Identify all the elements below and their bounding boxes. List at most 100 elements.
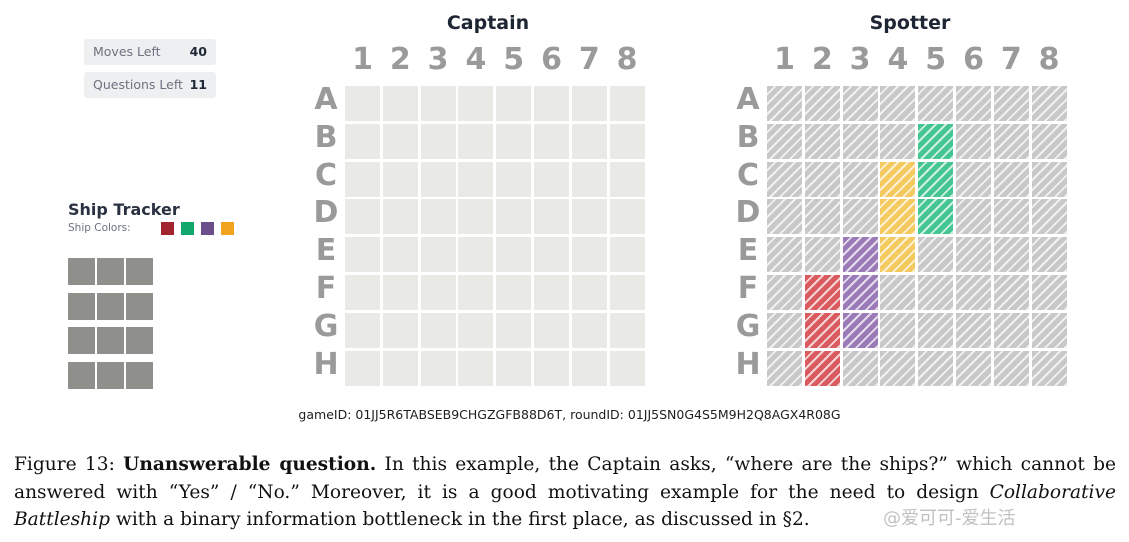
captain-cell-A1[interactable] xyxy=(345,86,380,121)
spotter-cell-H1 xyxy=(767,350,802,386)
captain-cell-C2[interactable] xyxy=(382,161,418,197)
captain-cell-E5[interactable] xyxy=(496,237,532,273)
captain-cell-C4[interactable] xyxy=(458,161,494,197)
captain-cell-E1[interactable] xyxy=(345,237,380,273)
column-label: 6 xyxy=(963,42,984,77)
captain-cell-F2[interactable] xyxy=(382,275,418,310)
column-label: 4 xyxy=(465,42,487,77)
captain-cell-B3[interactable] xyxy=(420,123,456,159)
questions-left-label: Questions Left xyxy=(93,77,183,92)
caption-bold: Unanswerable question. xyxy=(123,454,377,475)
captain-cell-E7[interactable] xyxy=(571,237,607,273)
captain-cell-H2[interactable] xyxy=(382,350,418,386)
captain-cell-D1[interactable] xyxy=(345,199,380,235)
captain-cell-E3[interactable] xyxy=(420,237,456,273)
spotter-cell-F7 xyxy=(993,275,1029,310)
captain-cell-H5[interactable] xyxy=(496,350,532,386)
captain-cell-H4[interactable] xyxy=(458,350,494,386)
captain-cell-H6[interactable] xyxy=(534,350,569,386)
column-label: 4 xyxy=(887,42,909,77)
captain-cell-D3[interactable] xyxy=(420,199,456,235)
captain-cell-F7[interactable] xyxy=(571,275,607,310)
captain-cell-G4[interactable] xyxy=(458,312,494,348)
captain-cell-F1[interactable] xyxy=(345,275,380,310)
spotter-cell-D1 xyxy=(767,199,802,235)
captain-cell-A7[interactable] xyxy=(571,86,607,121)
captain-cell-D7[interactable] xyxy=(571,199,607,235)
spotter-cell-D7 xyxy=(993,199,1029,235)
spotter-cell-C2 xyxy=(804,161,840,197)
captain-cell-E2[interactable] xyxy=(382,237,418,273)
captain-cell-H1[interactable] xyxy=(345,350,380,386)
captain-cell-A4[interactable] xyxy=(458,86,494,121)
captain-cell-G2[interactable] xyxy=(382,312,418,348)
captain-cell-B1[interactable] xyxy=(345,123,380,159)
captain-cell-D6[interactable] xyxy=(534,199,569,235)
tracker-cell xyxy=(68,327,95,354)
captain-cell-A6[interactable] xyxy=(534,86,569,121)
tracker-cell xyxy=(68,258,95,285)
watermark: @爱可可-爱生活 xyxy=(883,508,1016,529)
spotter-cell-E3 xyxy=(842,237,878,273)
captain-cell-B7[interactable] xyxy=(571,123,607,159)
captain-cell-B6[interactable] xyxy=(534,123,569,159)
spotter-cell-B5 xyxy=(918,123,954,159)
spotter-cell-E6 xyxy=(956,237,991,273)
captain-cell-C3[interactable] xyxy=(420,161,456,197)
row-label: A xyxy=(736,82,760,117)
ship-color-swatch xyxy=(221,222,234,235)
captain-cell-G3[interactable] xyxy=(420,312,456,348)
captain-cell-A5[interactable] xyxy=(496,86,532,121)
row-label: H xyxy=(313,346,339,382)
captain-cell-D5[interactable] xyxy=(496,199,532,235)
captain-cell-C8[interactable] xyxy=(609,161,645,197)
captain-cell-F3[interactable] xyxy=(420,275,456,310)
captain-cell-D4[interactable] xyxy=(458,199,494,235)
captain-cell-H3[interactable] xyxy=(420,350,456,386)
captain-cell-G5[interactable] xyxy=(496,312,532,348)
captain-cell-B8[interactable] xyxy=(609,123,645,159)
spotter-cell-E5 xyxy=(918,237,954,273)
row-label: C xyxy=(314,157,338,193)
captain-cell-B4[interactable] xyxy=(458,123,494,159)
column-label: 3 xyxy=(427,42,449,77)
captain-cell-E6[interactable] xyxy=(534,237,569,273)
captain-cell-C7[interactable] xyxy=(571,161,607,197)
captain-cell-A8[interactable] xyxy=(609,86,645,121)
captain-cell-D2[interactable] xyxy=(382,199,418,235)
captain-cell-D8[interactable] xyxy=(609,199,645,235)
captain-cell-A3[interactable] xyxy=(420,86,456,121)
captain-cell-C1[interactable] xyxy=(345,161,380,197)
captain-cell-C5[interactable] xyxy=(496,161,532,197)
spotter-cell-A1 xyxy=(767,86,802,121)
tracker-cell xyxy=(126,361,153,389)
spotter-cell-G6 xyxy=(956,312,991,348)
captain-cell-G1[interactable] xyxy=(345,312,380,348)
captain-board-title: Captain xyxy=(446,12,530,34)
captain-cell-H7[interactable] xyxy=(571,350,607,386)
spotter-cell-D3 xyxy=(842,199,878,235)
captain-cell-F8[interactable] xyxy=(609,275,645,310)
captain-cell-C6[interactable] xyxy=(534,161,569,197)
captain-cell-F5[interactable] xyxy=(496,275,532,310)
captain-cell-A2[interactable] xyxy=(382,86,418,121)
captain-cell-E4[interactable] xyxy=(458,237,494,273)
spotter-cell-G8 xyxy=(1031,312,1067,348)
captain-cell-H8[interactable] xyxy=(609,350,645,386)
spotter-cell-F1 xyxy=(767,275,802,310)
row-label: H xyxy=(735,346,761,382)
captain-cell-G7[interactable] xyxy=(571,312,607,348)
captain-cell-B5[interactable] xyxy=(496,123,532,159)
spotter-cell-H4 xyxy=(880,350,916,386)
captain-cell-E8[interactable] xyxy=(609,237,645,273)
captain-cell-G6[interactable] xyxy=(534,312,569,348)
captain-cell-G8[interactable] xyxy=(609,312,645,348)
captain-cell-B2[interactable] xyxy=(382,123,418,159)
spotter-cell-A2 xyxy=(804,86,840,121)
tracker-cell xyxy=(126,258,153,285)
spotter-cell-F5 xyxy=(918,275,954,310)
spotter-cell-B2 xyxy=(804,123,840,159)
captain-cell-F4[interactable] xyxy=(458,275,494,310)
captain-cell-F6[interactable] xyxy=(534,275,569,310)
row-label: B xyxy=(736,119,760,155)
